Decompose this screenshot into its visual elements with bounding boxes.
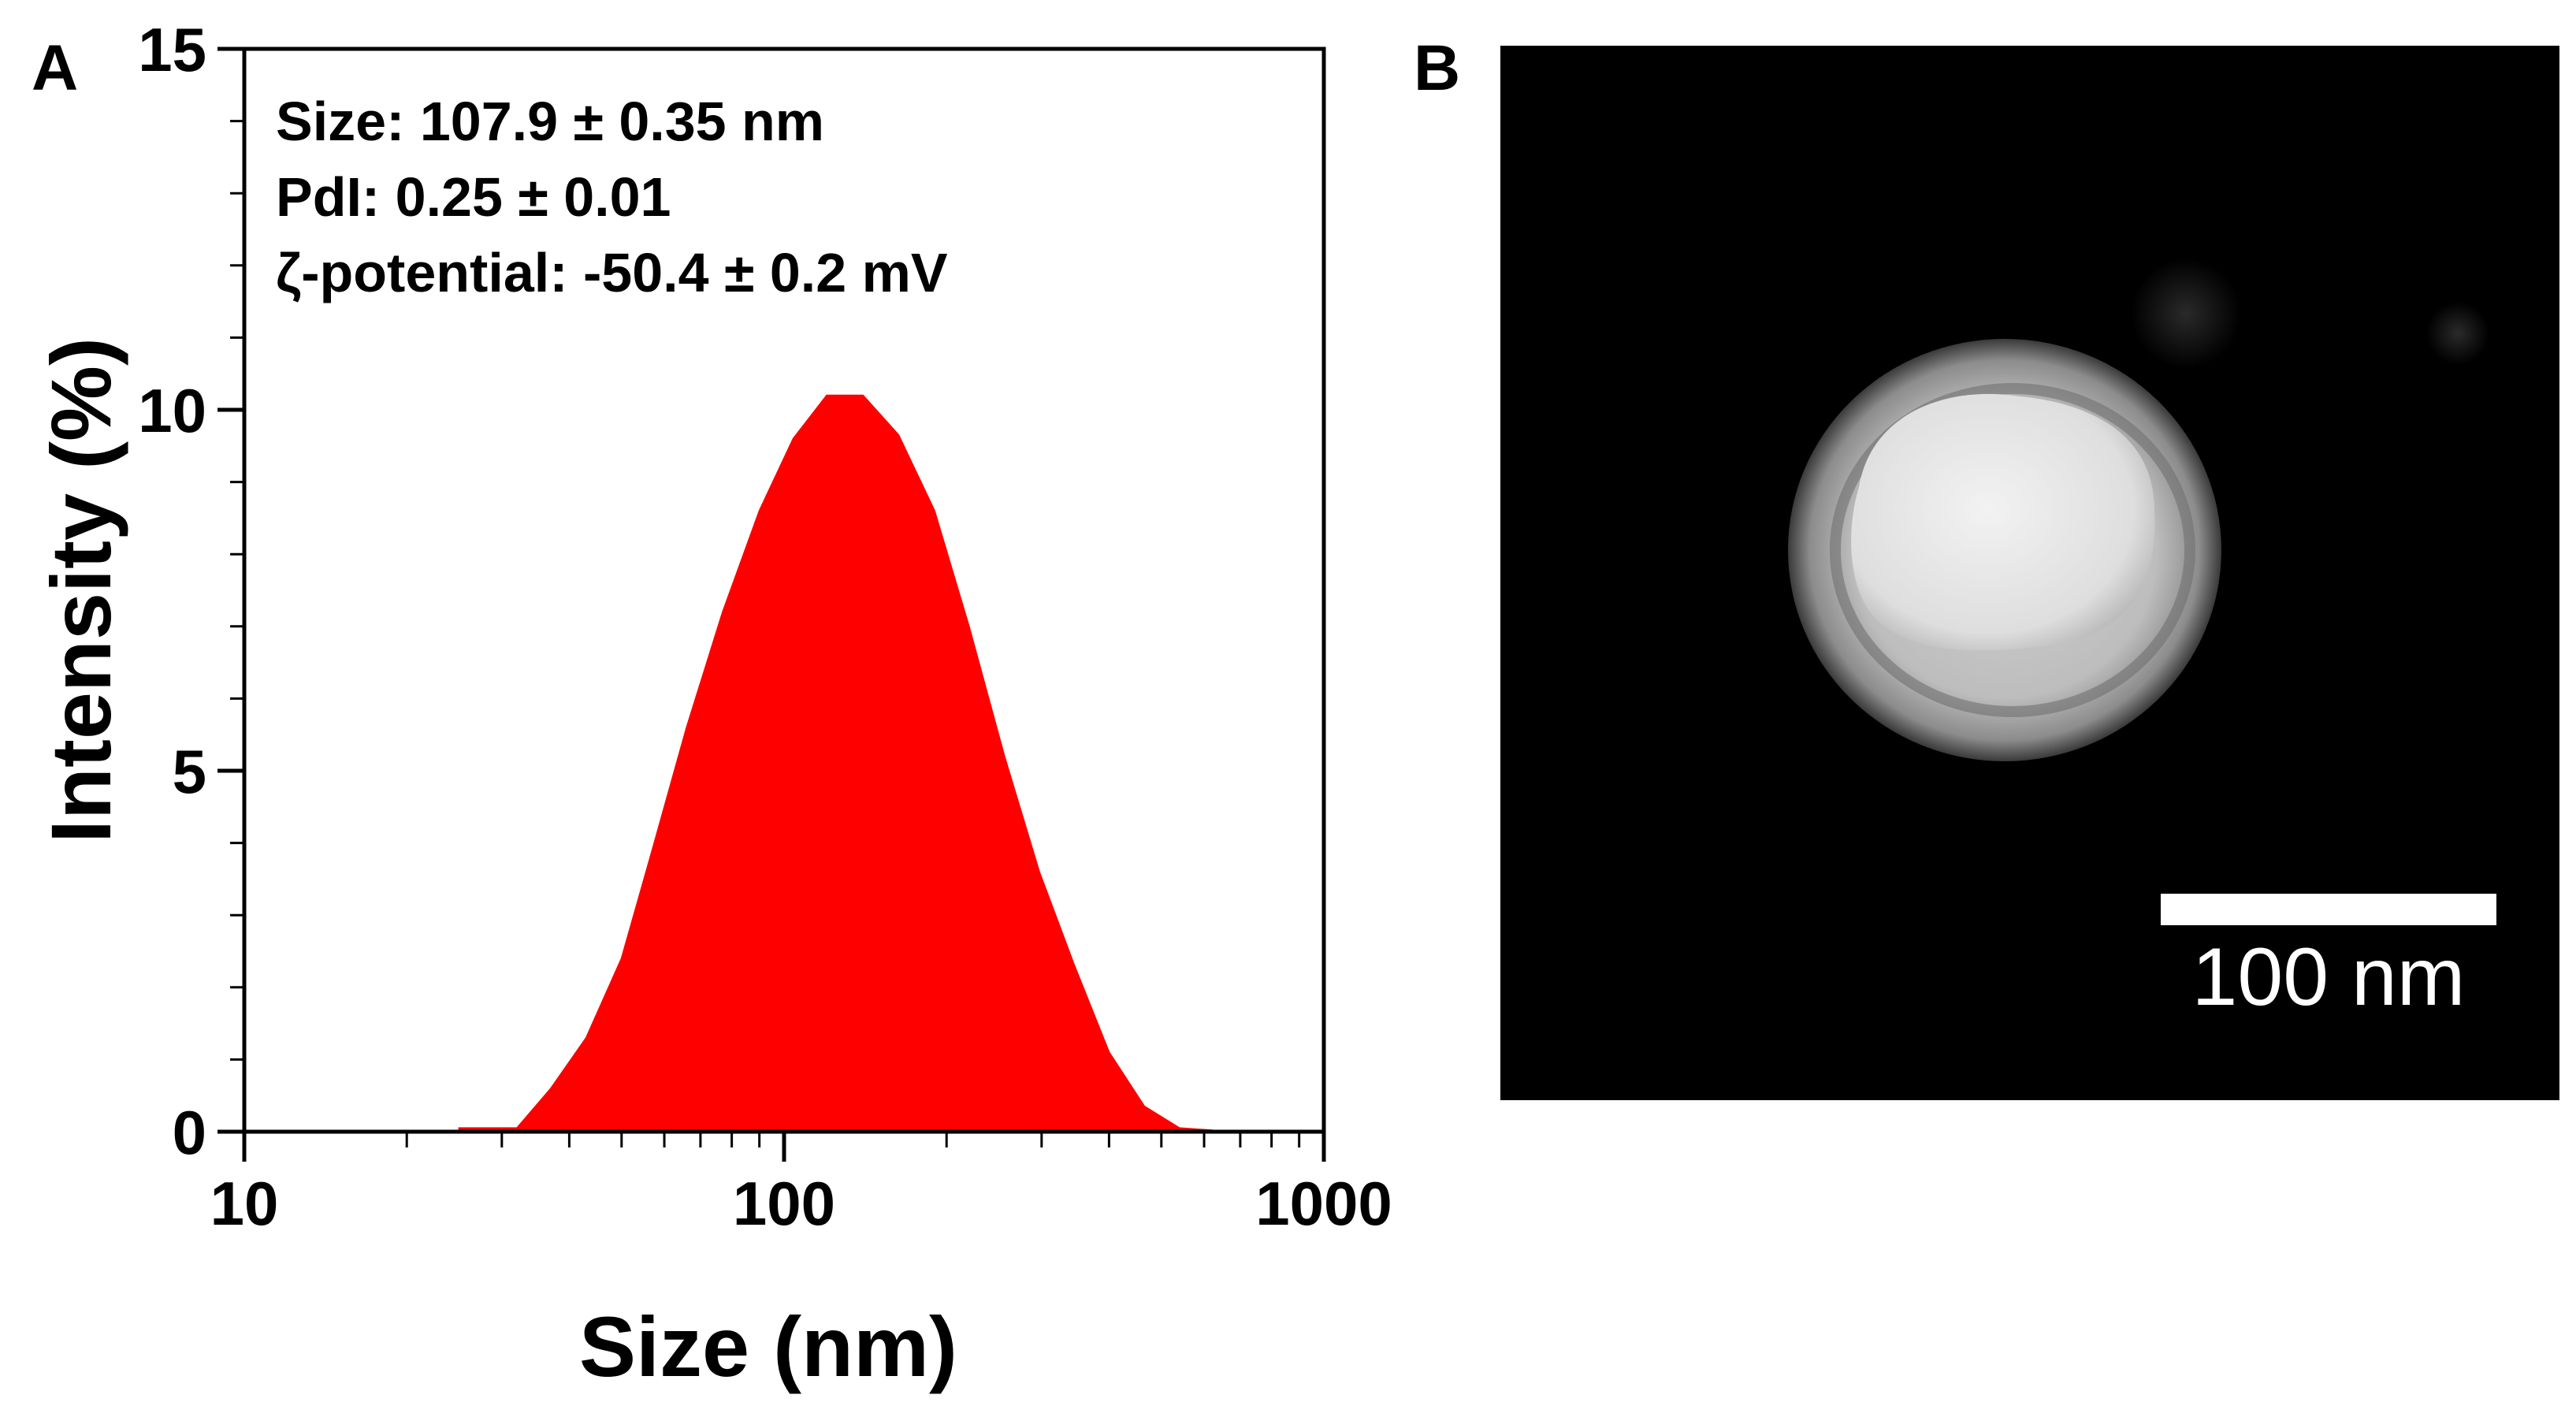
faint-blob [2426, 302, 2489, 365]
x-tick-label: 1000 [1255, 1169, 1392, 1238]
annotation-text: ζ-potential: -50.4 ± 0.2 mV [276, 242, 948, 303]
x-axis-label: Size (nm) [579, 1299, 957, 1394]
vesicle-inner-ring [1830, 383, 2195, 717]
tem-image: 100 nm [1500, 46, 2559, 1100]
y-tick-label: 5 [173, 737, 206, 806]
panel-label-a: A [32, 32, 79, 104]
y-tick-label: 10 [138, 376, 206, 445]
panel-label-b: B [1414, 32, 1461, 104]
faint-blob [2131, 258, 2241, 369]
y-axis-label: Intensity (%) [33, 337, 128, 843]
x-tick-label: 100 [733, 1169, 835, 1238]
size-distribution-area [458, 394, 1213, 1132]
annotation-text: PdI: 0.25 ± 0.01 [276, 166, 671, 228]
y-tick-label: 15 [138, 15, 206, 84]
scale-bar [2161, 894, 2496, 925]
scale-bar-label: 100 nm [2191, 932, 2466, 1023]
annotation-text: Size: 107.9 ± 0.35 nm [276, 91, 824, 152]
intensity-size-chart: 0 5 10 15 10 100 1000 Size (nm) Intensity (%) Siz… [33, 15, 1392, 1394]
x-tick-label: 10 [210, 1169, 279, 1238]
vesicle-core [1851, 393, 2155, 651]
y-tick-label: 0 [173, 1098, 206, 1167]
